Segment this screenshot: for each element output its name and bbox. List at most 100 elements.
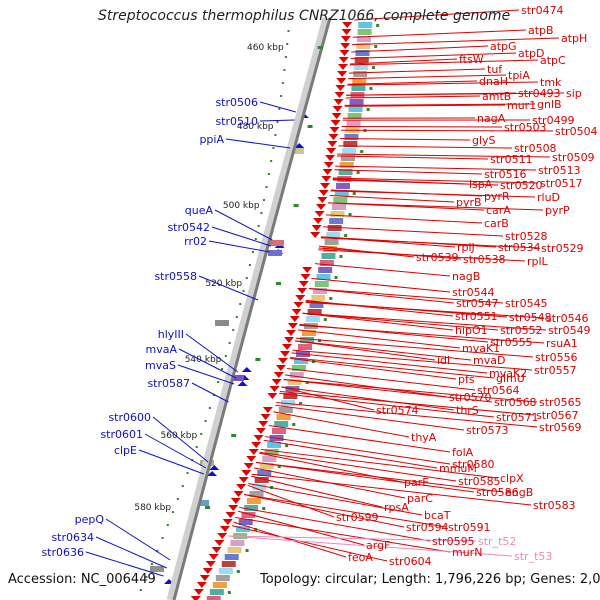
reverse-label-leader [339,137,471,141]
reverse-label-leader [264,436,451,465]
feature-category-block [353,71,368,77]
reverse-gene-label: parE [404,476,429,489]
feature-category-block [264,449,279,455]
reverse-feature-arrow [211,547,222,553]
reverse-label-leader [250,475,383,508]
minor-tick [204,420,207,422]
reverse-feature-arrow [236,484,247,490]
feature-category-block [342,148,357,154]
feature-category-block [330,211,345,217]
forward-gene-label: mvaS [145,359,176,372]
forward-gene-label: str0601 [100,428,143,441]
reverse-label-leader [248,482,423,516]
reverse-feature-arrow [253,435,264,441]
label-leader-lines [85,9,565,577]
forward-feature-arrow [294,143,305,148]
reverse-feature-arrow [217,533,228,539]
reverse-feature-arrow [275,365,286,371]
reverse-label-leader [286,367,476,391]
minor-tick [224,355,227,357]
reverse-label-leader [302,312,499,331]
reverse-label-leader [247,484,335,518]
minor-tick [176,498,179,500]
reverse-gene-label: str0567 [536,409,579,422]
feature-category-block [321,253,336,259]
feature-marker [348,213,352,216]
reverse-label-leader [292,349,533,371]
reverse-gene-label: str0564 [477,384,520,397]
reverse-gene-label: str0569 [539,421,582,434]
feature-category-block [301,330,316,336]
reverse-label-leader [344,103,536,106]
position-tick-mark [205,506,211,509]
feature-category-block [356,36,371,42]
reverse-feature-arrow [341,29,352,35]
minor-tick [284,56,287,58]
reverse-label-leader [290,356,495,379]
reverse-feature-arrow [293,302,304,308]
forward-feature-block [290,148,304,154]
feature-category-block [262,456,277,462]
reverse-gene-label: hipO1 [455,324,488,337]
reverse-gene-label: pyrR [484,190,510,203]
reverse-feature-arrow [326,148,337,154]
reverse-feature-arrow [339,50,350,56]
reverse-gene-label: folA [452,446,474,459]
reverse-label-leader [273,411,410,438]
topology-text: Topology: circular; Length: 1,796,226 bp… [260,572,600,587]
reverse-label-leader [302,312,547,331]
reverse-feature-arrow [260,414,271,420]
minor-tick [267,173,270,175]
minor-tick [287,30,290,32]
minor-tick [283,69,286,71]
feature-category-block [215,575,230,581]
reverse-label-leader [283,379,493,403]
feature-marker [227,591,231,594]
reverse-feature-arrow [325,155,336,161]
reverse-gene-label: str0556 [535,351,578,364]
feature-category-block [309,302,324,308]
reverse-label-leader [337,153,551,158]
reverse-gene-label: str0591 [448,521,491,534]
feature-marker [371,66,375,69]
position-tick-mark [317,46,323,49]
feature-category-block [291,365,306,371]
reverse-label-leader [351,45,489,53]
feature-category-block [343,141,358,147]
position-tick-label: 540 kbp [185,355,222,365]
reverse-gene-label: str0570 [449,391,492,404]
reverse-gene-label: str0499 [532,114,575,127]
reverse-gene-label: bcaT [424,509,451,522]
minor-tick [265,186,268,188]
reverse-label-leader [260,448,499,479]
reverse-label-leader [255,461,504,493]
feature-category-block [354,57,369,63]
minor-tick [262,199,265,201]
feature-category-block [319,260,334,266]
trna-label-leader [227,535,513,557]
reverse-gene-label: mmuM [439,462,477,475]
position-tick-mark [293,204,299,207]
reverse-gene-label: str0504 [555,125,598,138]
position-tick-label: 580 kbp [134,503,171,513]
reverse-feature-arrow [321,176,332,182]
reverse-feature-arrow [202,568,213,574]
reverse-gene-label: rpsA [384,501,409,514]
feature-category-block [227,547,242,553]
feature-category-block [244,505,259,511]
reverse-feature-arrow [246,456,257,462]
feature-category-block [238,519,253,525]
reverse-feature-arrow [285,330,296,336]
reverse-feature-arrow [287,323,298,329]
reverse-feature-arrow [258,421,269,427]
reverse-label-leader [239,506,431,542]
feature-marker [245,549,249,552]
minor-tick [242,290,245,292]
feature-category-block [249,491,264,497]
reverse-label-leader [341,129,554,132]
feature-marker [366,108,370,111]
forward-gene-label: pepQ [75,513,105,526]
reverse-label-leader [350,52,517,59]
genome-backbone [172,17,332,600]
